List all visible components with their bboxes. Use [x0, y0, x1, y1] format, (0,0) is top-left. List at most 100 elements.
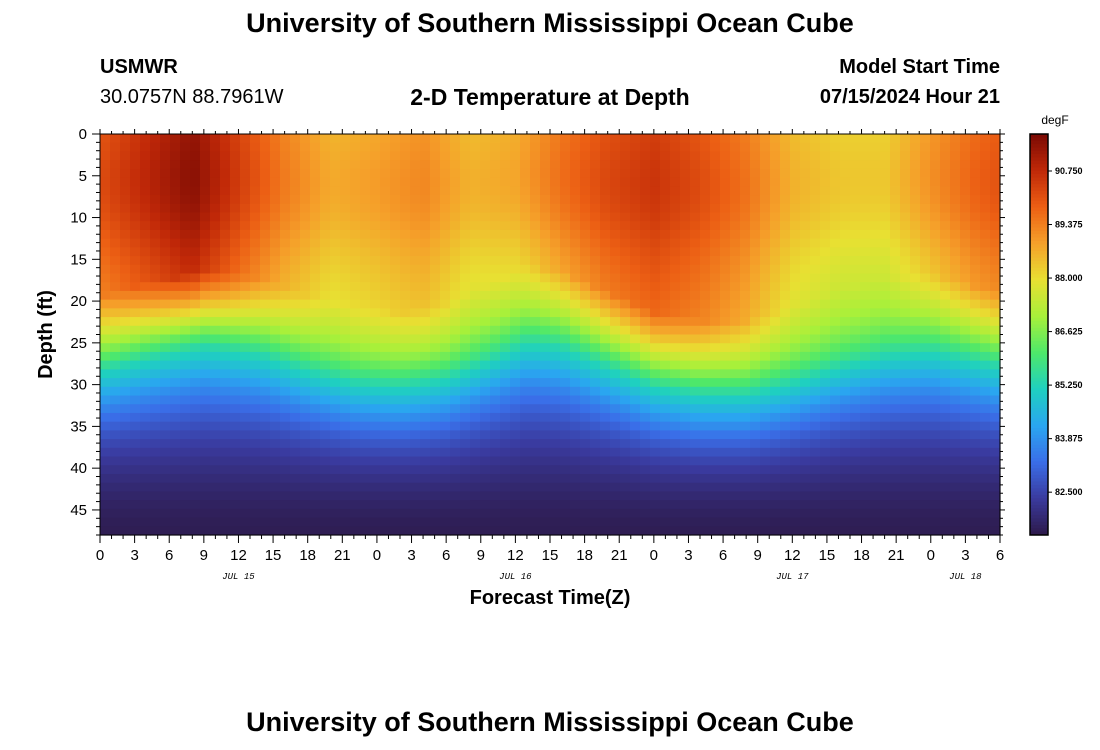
- heatmap-cell: [310, 421, 321, 431]
- heatmap-cell: [390, 186, 401, 196]
- heatmap-cell: [490, 378, 501, 388]
- heatmap-cell: [230, 142, 241, 153]
- heatmap-cell: [720, 369, 731, 379]
- heatmap-cell: [460, 517, 471, 527]
- heatmap-cell: [720, 465, 731, 475]
- heatmap-cell: [800, 439, 811, 449]
- heatmap-cell: [290, 264, 301, 275]
- heatmap-cell: [450, 325, 461, 336]
- heatmap-cell: [200, 238, 211, 248]
- heatmap-cell: [460, 482, 471, 493]
- heatmap-cell: [830, 203, 841, 214]
- heatmap-cell: [590, 325, 601, 336]
- heatmap-cell: [990, 395, 1001, 405]
- heatmap-cell: [270, 273, 281, 283]
- heatmap-cell: [940, 212, 951, 222]
- heatmap-cell: [730, 421, 741, 431]
- heatmap-cell: [290, 517, 301, 527]
- heatmap-cell: [760, 439, 771, 449]
- x-tick-label: 15: [819, 547, 836, 564]
- heatmap-cell: [700, 264, 711, 275]
- heatmap-cell: [590, 229, 601, 240]
- heatmap-cell: [560, 203, 571, 214]
- heatmap-cell: [370, 456, 381, 466]
- heatmap-cell: [390, 195, 401, 205]
- heatmap-cell: [950, 412, 961, 423]
- heatmap-cell: [740, 177, 751, 187]
- heatmap-cell: [780, 308, 791, 318]
- heatmap-cell: [450, 482, 461, 493]
- heatmap-cell: [940, 186, 951, 196]
- heatmap-cell: [730, 360, 741, 370]
- heatmap-cell: [470, 299, 481, 309]
- heatmap-cell: [150, 517, 161, 527]
- heatmap-cell: [770, 264, 781, 275]
- heatmap-cell: [800, 247, 811, 257]
- heatmap-cell: [260, 334, 271, 344]
- heatmap-cell: [100, 308, 111, 318]
- heatmap-cell: [440, 273, 451, 283]
- heatmap-cell: [910, 430, 921, 440]
- heatmap-cell: [120, 456, 131, 466]
- heatmap-cell: [930, 386, 941, 397]
- heatmap-cell: [300, 360, 311, 370]
- heatmap-cell: [910, 134, 921, 144]
- heatmap-cell: [710, 256, 721, 266]
- heatmap-cell: [330, 526, 341, 536]
- heatmap-cell: [610, 395, 621, 405]
- heatmap-cell: [940, 299, 951, 309]
- heatmap-cell: [880, 360, 891, 370]
- heatmap-cell: [850, 290, 861, 301]
- heatmap-cell: [410, 395, 421, 405]
- heatmap-cell: [480, 229, 491, 240]
- heatmap-cell: [170, 221, 181, 231]
- colorbar-segment: [1030, 297, 1048, 302]
- heatmap-cell: [280, 308, 291, 318]
- heatmap-cell: [230, 151, 241, 161]
- heatmap-cell: [260, 325, 271, 336]
- heatmap-cell: [310, 273, 321, 283]
- heatmap-cell: [200, 430, 211, 440]
- heatmap-cell: [350, 508, 361, 519]
- heatmap-cell: [260, 290, 271, 301]
- heatmap-cell: [550, 334, 561, 344]
- heatmap-cell: [810, 439, 821, 449]
- heatmap-cell: [970, 351, 981, 362]
- heatmap-cell: [100, 256, 111, 266]
- heatmap-cell: [620, 203, 631, 214]
- heatmap-cell: [580, 508, 591, 519]
- heatmap-cell: [480, 517, 491, 527]
- heatmap-cell: [710, 360, 721, 370]
- heatmap-cell: [670, 247, 681, 257]
- heatmap-cell: [920, 238, 931, 248]
- heatmap-cell: [970, 334, 981, 344]
- heatmap-cell: [290, 500, 301, 510]
- heatmap-cell: [590, 465, 601, 475]
- heatmap-cell: [500, 290, 511, 301]
- heatmap-cell: [890, 395, 901, 405]
- heatmap-cell: [420, 186, 431, 196]
- heatmap-cell: [290, 491, 301, 501]
- heatmap-cell: [600, 360, 611, 370]
- heatmap-cell: [380, 482, 391, 493]
- colorbar-segment: [1030, 421, 1048, 426]
- heatmap-cell: [710, 421, 721, 431]
- heatmap-cell: [250, 256, 261, 266]
- heatmap-cell: [940, 290, 951, 301]
- colorbar-tick-label: 90.750: [1055, 166, 1083, 176]
- heatmap-cell: [830, 404, 841, 414]
- heatmap-cell: [100, 360, 111, 370]
- heatmap-cell: [230, 517, 241, 527]
- heatmap-cell: [390, 465, 401, 475]
- heatmap-cell: [620, 256, 631, 266]
- heatmap-cell: [960, 412, 971, 423]
- colorbar-segment: [1030, 230, 1048, 235]
- heatmap-cell: [730, 491, 741, 501]
- heatmap-cell: [370, 273, 381, 283]
- heatmap-cell: [430, 229, 441, 240]
- heatmap-cell: [960, 491, 971, 501]
- heatmap-cell: [840, 360, 851, 370]
- heatmap-cell: [600, 491, 611, 501]
- heatmap-cell: [180, 168, 191, 179]
- heatmap-cell: [880, 247, 891, 257]
